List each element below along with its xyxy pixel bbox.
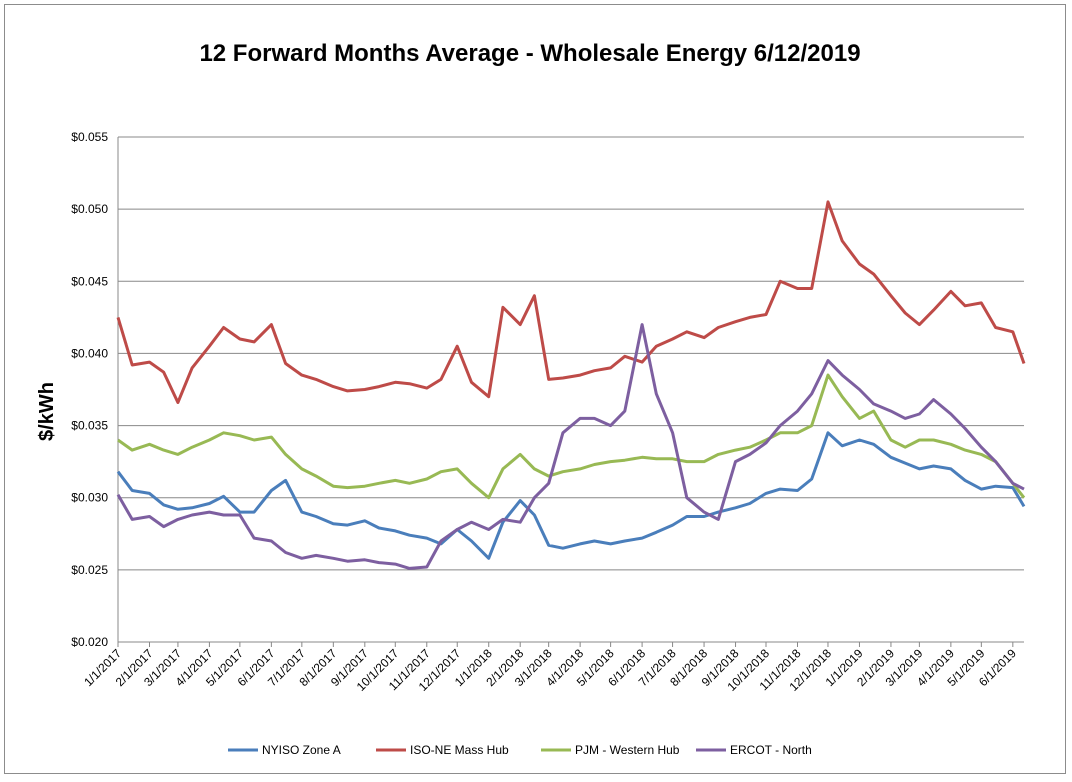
y-tick-label: $0.030 (71, 491, 108, 505)
series-line-nyiso-zone-a (116, 431, 1026, 560)
y-tick-label: $0.045 (71, 274, 108, 288)
legend-label: NYISO Zone A (262, 743, 341, 757)
y-tick-label: $0.050 (71, 202, 108, 216)
y-tick-labels: $0.020 $0.025 $0.030 $0.035 $0.040 $0.045 $0.0… (71, 130, 108, 649)
legend-label: ERCOT - North (730, 743, 812, 757)
y-tick-label: $0.040 (71, 346, 108, 360)
chart-title: 12 Forward Months Average - Wholesale En… (199, 40, 861, 67)
x-tick-labels: 1/1/20172/1/20173/1/20174/1/20175/1/2017… (81, 646, 1019, 694)
y-tick-label: $0.035 (71, 419, 108, 433)
y-tick-label: $0.025 (71, 563, 108, 577)
series-line-iso-ne-mass-hub (116, 200, 1026, 404)
y-tick-label: $0.055 (71, 130, 108, 144)
series-line-ercot-north (116, 323, 1025, 570)
chart-frame (4, 4, 1066, 774)
y-tick-label: $0.020 (71, 635, 108, 649)
series-line-pjm-western-hub (117, 373, 1026, 500)
axes (117, 137, 1024, 647)
series-lines (116, 200, 1026, 570)
legend-label: ISO-NE Mass Hub (410, 743, 509, 757)
gridlines (118, 136, 1024, 643)
legend: NYISO Zone A ISO-NE Mass Hub PJM - Western… (228, 743, 812, 757)
legend-label: PJM - Western Hub (575, 743, 680, 757)
